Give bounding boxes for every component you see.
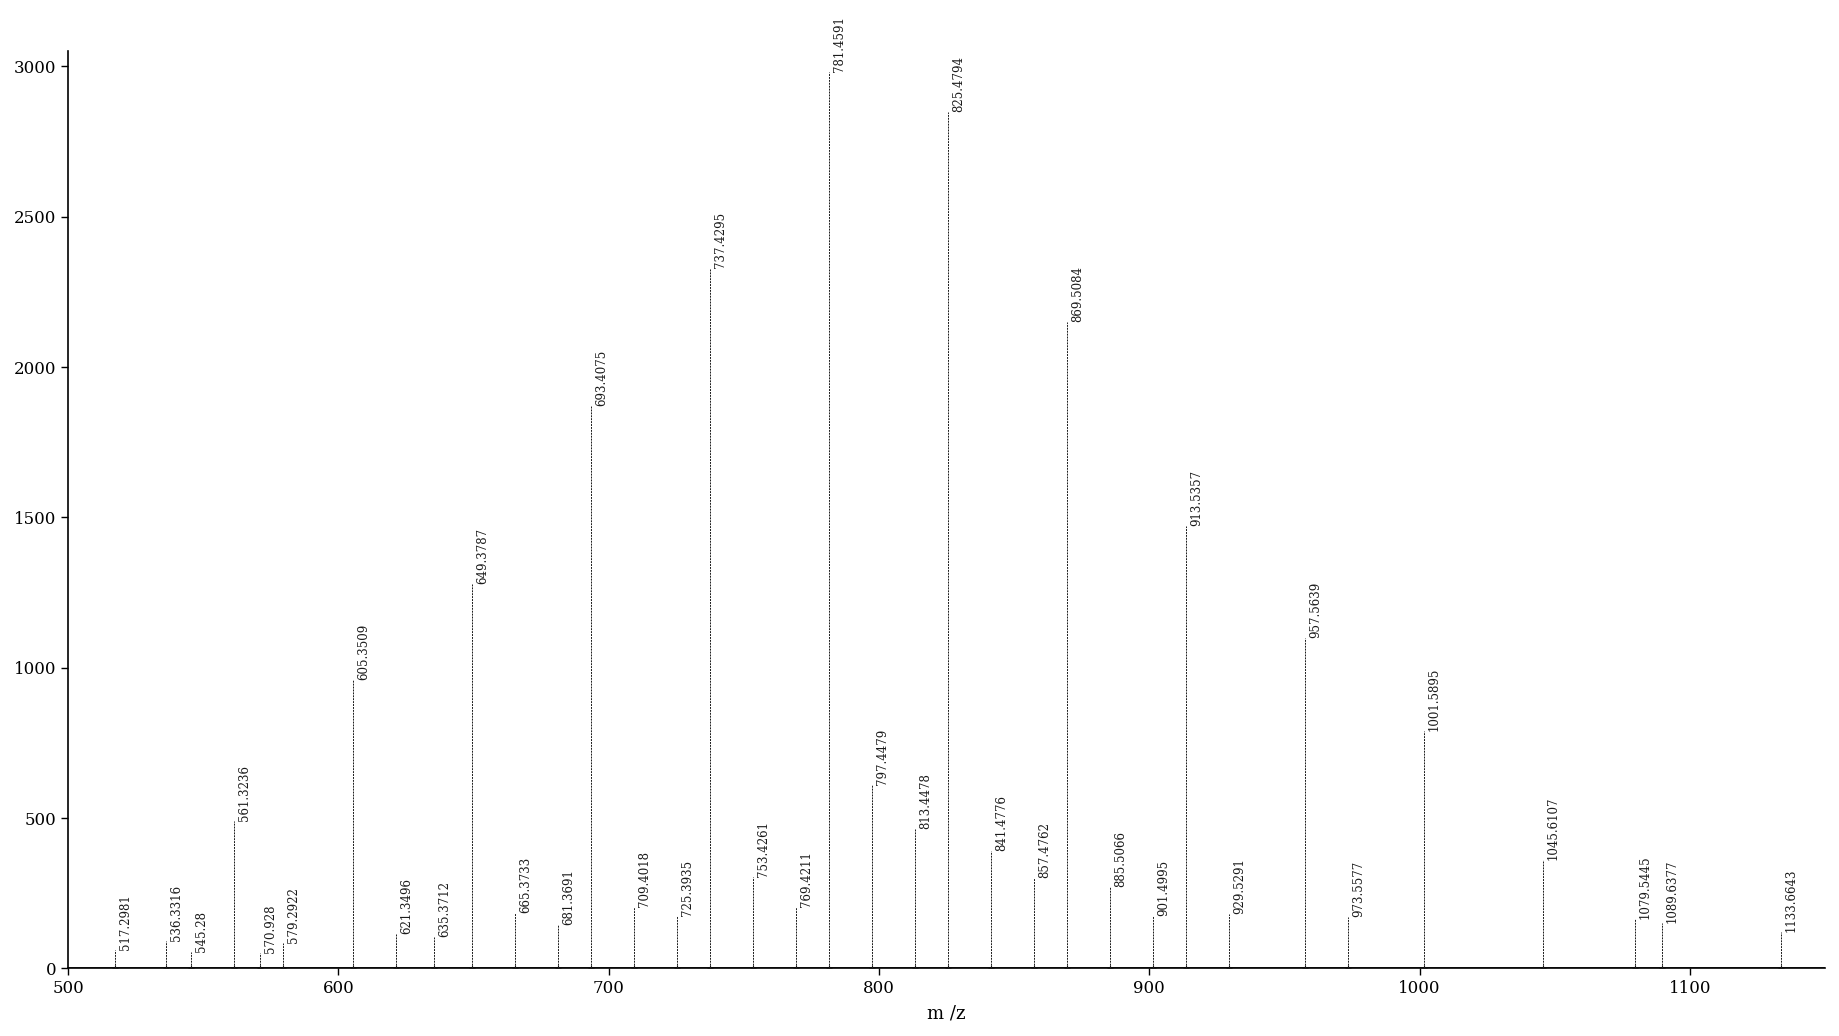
Text: 841.4776: 841.4776 bbox=[995, 795, 1008, 852]
Text: 709.4018: 709.4018 bbox=[638, 851, 651, 906]
Text: 1079.5445: 1079.5445 bbox=[1639, 855, 1651, 919]
Text: 857.4762: 857.4762 bbox=[1039, 823, 1052, 879]
Text: 635.3712: 635.3712 bbox=[438, 881, 451, 937]
Text: 693.4075: 693.4075 bbox=[596, 350, 609, 406]
Text: 1089.6377: 1089.6377 bbox=[1666, 860, 1679, 923]
Text: 681.3691: 681.3691 bbox=[563, 869, 576, 925]
Text: 813.4478: 813.4478 bbox=[920, 773, 932, 829]
Text: 605.3509: 605.3509 bbox=[357, 624, 370, 680]
Text: 737.4295: 737.4295 bbox=[714, 211, 726, 268]
Text: 973.5577: 973.5577 bbox=[1352, 861, 1365, 917]
X-axis label: m /z: m /z bbox=[927, 1004, 965, 1023]
Text: 885.5066: 885.5066 bbox=[1114, 831, 1127, 887]
Text: 929.5291: 929.5291 bbox=[1234, 859, 1247, 914]
Text: 1133.6643: 1133.6643 bbox=[1786, 869, 1799, 932]
Text: 753.4261: 753.4261 bbox=[758, 821, 771, 876]
Text: 769.4211: 769.4211 bbox=[800, 851, 813, 906]
Text: 649.3787: 649.3787 bbox=[476, 527, 489, 583]
Text: 1001.5895: 1001.5895 bbox=[1429, 667, 1442, 730]
Text: 825.4794: 825.4794 bbox=[953, 56, 965, 112]
Text: 665.3733: 665.3733 bbox=[519, 857, 531, 913]
Text: 570.928: 570.928 bbox=[265, 904, 278, 953]
Text: 869.5084: 869.5084 bbox=[1070, 266, 1083, 322]
Text: 561.3236: 561.3236 bbox=[237, 765, 250, 822]
Text: 517.2981: 517.2981 bbox=[120, 894, 132, 950]
Text: 1045.6107: 1045.6107 bbox=[1547, 797, 1559, 860]
Text: 579.2922: 579.2922 bbox=[287, 887, 300, 943]
Text: 536.3316: 536.3316 bbox=[171, 885, 184, 942]
Text: 901.4995: 901.4995 bbox=[1157, 860, 1170, 916]
Text: 545.28: 545.28 bbox=[195, 911, 208, 952]
Text: 913.5357: 913.5357 bbox=[1190, 470, 1203, 526]
Text: 797.4479: 797.4479 bbox=[875, 728, 890, 785]
Text: 725.3935: 725.3935 bbox=[682, 860, 695, 916]
Text: 621.3496: 621.3496 bbox=[401, 877, 414, 933]
Text: 957.5639: 957.5639 bbox=[1309, 581, 1322, 638]
Text: 781.4591: 781.4591 bbox=[833, 17, 846, 73]
